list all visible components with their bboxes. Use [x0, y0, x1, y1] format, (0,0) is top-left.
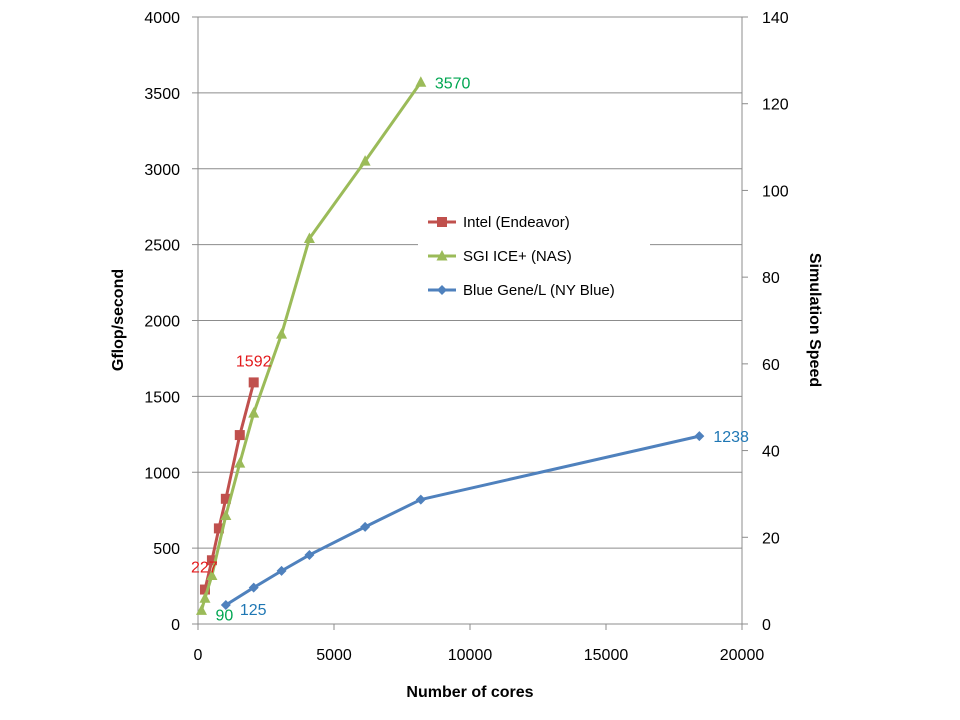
data-point — [213, 523, 224, 534]
y2-tick-label: 100 — [762, 183, 789, 200]
data-point — [234, 457, 246, 468]
data-point — [248, 377, 259, 388]
data-label: 3570 — [435, 75, 471, 92]
series-1 — [195, 76, 427, 615]
y-axis-title: Gflop/second — [110, 269, 127, 371]
x-tick-label: 20000 — [720, 647, 765, 664]
data-point — [359, 155, 371, 166]
legend: Intel (Endeavor) SGI ICE+ (NAS) Blue Gene/… — [418, 200, 650, 312]
legend-marker — [437, 217, 447, 227]
legend-marker — [437, 285, 447, 295]
data-point — [220, 600, 231, 611]
y-tick-label: 2500 — [144, 238, 180, 255]
data-point — [276, 565, 287, 576]
y2-tick-label: 20 — [762, 530, 780, 547]
data-point — [415, 494, 426, 505]
x-tick-label: 0 — [194, 647, 203, 664]
legend-label: SGI ICE+ (NAS) — [463, 248, 572, 265]
data-label: 125 — [240, 602, 267, 619]
y2-tick-label: 40 — [762, 444, 780, 461]
series-0 — [199, 377, 259, 595]
legend-box — [418, 200, 650, 312]
data-point — [248, 407, 260, 418]
series-line — [200, 81, 423, 611]
data-point — [199, 584, 210, 595]
legend-item: SGI ICE+ (NAS) — [428, 248, 572, 265]
x-tick-label: 10000 — [448, 647, 493, 664]
data-point — [220, 493, 231, 504]
y-tick-label: 4000 — [144, 10, 180, 27]
data-point — [304, 549, 315, 560]
x-tick-label: 5000 — [316, 647, 352, 664]
data-labels: 227 1592 90 3570 125 1238 — [191, 75, 749, 624]
y2-axis-title: Simulation Speed — [806, 253, 823, 387]
legend-label: Blue Gene/L (NY Blue) — [463, 282, 615, 299]
legend-label: Intel (Endeavor) — [463, 214, 570, 231]
x-tick-label: 15000 — [584, 647, 629, 664]
data-label: 90 — [215, 607, 233, 624]
legend-item: Intel (Endeavor) — [428, 214, 570, 231]
y-tick-label: 0 — [171, 617, 180, 634]
y2-tick-label: 140 — [762, 10, 789, 27]
legend-marker — [436, 250, 448, 261]
data-point — [195, 604, 207, 615]
data-point — [220, 509, 232, 520]
data-point — [360, 521, 371, 532]
data-point — [199, 592, 211, 603]
data-point — [694, 431, 705, 442]
series-2 — [220, 431, 705, 611]
y2-tick-labels: 0 20 40 60 80 100 120 140 — [762, 10, 789, 634]
data-label: 1592 — [236, 353, 272, 370]
axes — [192, 16, 748, 630]
data-point — [415, 76, 427, 87]
series-line — [225, 434, 700, 607]
y2-tick-label: 120 — [762, 97, 789, 114]
data-point — [206, 569, 218, 580]
y-tick-label: 500 — [153, 541, 180, 558]
y-tick-label: 3000 — [144, 162, 180, 179]
data-point — [248, 582, 259, 593]
y-tick-label: 3500 — [144, 86, 180, 103]
data-point — [234, 430, 245, 441]
y-tick-label: 1000 — [144, 465, 180, 482]
data-point — [303, 232, 315, 244]
series-layer — [195, 76, 705, 615]
data-label: 227 — [191, 560, 218, 577]
y2-tick-label: 60 — [762, 357, 780, 374]
data-label: 1238 — [713, 429, 749, 446]
y-tick-label: 1500 — [144, 389, 180, 406]
y2-tick-label: 80 — [762, 270, 780, 287]
legend-item: Blue Gene/L (NY Blue) — [428, 282, 615, 299]
y-tick-label: 2000 — [144, 314, 180, 331]
x-axis-title: Number of cores — [406, 684, 533, 701]
y-tick-labels: 0 500 1000 1500 2000 2500 3000 3500 4000 — [144, 10, 180, 634]
data-point — [206, 555, 217, 566]
data-point — [276, 328, 288, 339]
y2-tick-label: 0 — [762, 617, 771, 634]
x-tick-labels: 0 5000 10000 15000 20000 — [194, 647, 765, 664]
